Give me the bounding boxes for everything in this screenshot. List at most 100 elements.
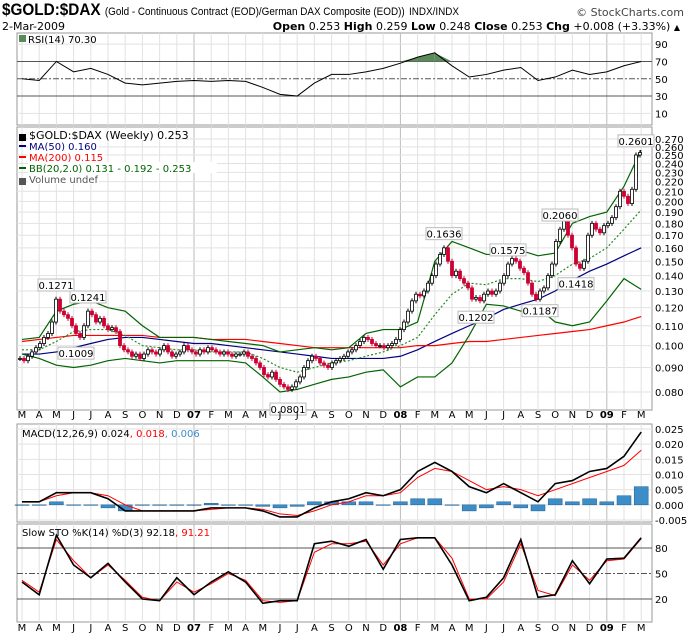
stochastic-k-line	[21, 533, 642, 605]
candle	[450, 260, 454, 277]
annotation-box	[457, 310, 495, 324]
series-bb-upper-line	[21, 149, 642, 353]
x-tick-label: S	[122, 623, 128, 634]
y-tick-label: 0.210	[655, 187, 684, 198]
candle	[598, 228, 602, 234]
candle	[314, 355, 318, 359]
macd-histogram-bar	[547, 498, 563, 506]
y-tick-label: 0.170	[655, 231, 684, 242]
y-tick-label: 0.230	[655, 168, 684, 179]
y-tick-label: 0.270	[655, 135, 684, 146]
candle	[290, 386, 294, 390]
candle	[454, 270, 458, 277]
candle	[282, 383, 286, 388]
macd-histogram-bar	[513, 504, 529, 509]
x-tick-label: N	[569, 623, 576, 634]
annotation-box	[521, 304, 559, 318]
x-tick-label: J	[501, 623, 505, 634]
x-tick-label: J	[501, 410, 505, 421]
x-tick-label: M	[52, 623, 61, 634]
annotation-label: 0.1241	[71, 293, 106, 304]
candle	[146, 349, 150, 355]
candle	[202, 349, 206, 353]
x-tick-label: O	[138, 623, 146, 634]
candle	[54, 298, 58, 323]
y-tick-label: 0.025	[655, 425, 684, 436]
macd-legend-signal: , 0.018	[130, 429, 165, 440]
candle	[558, 228, 562, 242]
x-tick-label: N	[362, 623, 369, 634]
macd-histogram-bar	[565, 501, 580, 506]
annotation-box	[557, 277, 595, 291]
annotation-label: 0.2060	[543, 211, 578, 222]
macd-histogram-bar	[289, 504, 305, 507]
x-tick-label: D	[173, 623, 181, 634]
macd-histogram-bar	[100, 504, 116, 509]
macd-histogram-bar	[152, 504, 167, 506]
candle	[506, 263, 510, 277]
macd-signal-line	[22, 449, 642, 516]
price-legend-icon	[19, 145, 26, 147]
macd-legend-main: MACD(12,26,9) 0.024	[22, 429, 130, 440]
y-tick-label: 10	[655, 109, 668, 120]
x-tick-label: M	[430, 410, 439, 421]
y-tick-label: 0.090	[655, 364, 684, 375]
price-legend-item: Volume undef	[29, 175, 99, 186]
candle	[530, 282, 534, 295]
candle	[582, 260, 586, 269]
y-tick-label: 0.005	[655, 486, 684, 497]
y-tick-label: 0.190	[655, 208, 684, 219]
x-tick-label: N	[156, 410, 163, 421]
x-tick-label: A	[517, 410, 524, 421]
candle	[374, 343, 378, 346]
price-annotation: 0.1271	[37, 278, 75, 292]
candle	[178, 351, 182, 355]
chart-date: 2-Mar-2009	[2, 20, 65, 33]
candle	[462, 278, 466, 284]
candle	[114, 327, 118, 332]
candle	[42, 337, 46, 344]
candle	[438, 254, 442, 265]
candle	[274, 371, 278, 380]
x-tick-label: F	[208, 410, 214, 421]
stochastic-legend-d: , 91.21	[175, 528, 210, 539]
candle	[154, 351, 158, 355]
candle	[226, 351, 230, 355]
candle	[410, 300, 414, 312]
x-tick-label: A	[105, 623, 112, 634]
y-tick-label: 0.250	[655, 151, 684, 162]
x-tick-label: S	[535, 410, 541, 421]
symbol-description: (Gold - Continuous Contract (EOD)/German…	[104, 6, 405, 18]
candle	[50, 321, 54, 334]
macd-legend: MACD(12,26,9) 0.024, 0.018, 0.006	[22, 429, 200, 440]
candle	[406, 310, 410, 323]
candle	[526, 272, 530, 284]
stochastic-d-line	[21, 537, 642, 603]
x-tick-label: O	[138, 410, 146, 421]
candle	[390, 343, 394, 346]
macd-histogram-bar	[169, 504, 185, 506]
price-annotation: 0.1202	[457, 310, 495, 324]
macd-histogram-bar	[186, 504, 202, 506]
x-tick-label: O	[345, 410, 353, 421]
x-tick-label: S	[535, 623, 541, 634]
candle	[494, 290, 498, 295]
annotation-label: 0.0801	[271, 405, 306, 416]
macd-histogram-bar	[410, 498, 425, 506]
candle	[118, 331, 122, 346]
candle	[622, 190, 626, 197]
y-tick-label: 0.080	[655, 388, 684, 399]
candle	[434, 263, 438, 277]
candle	[518, 260, 522, 269]
candle	[458, 270, 462, 279]
candle	[350, 349, 354, 353]
annotation-box	[37, 278, 75, 292]
x-tick-label: M	[465, 623, 474, 634]
candle	[630, 188, 634, 204]
candle	[538, 290, 542, 300]
candle	[398, 329, 402, 340]
y-tick-label: 0.130	[655, 287, 684, 298]
x-tick-label: J	[278, 623, 282, 634]
candle	[446, 247, 450, 262]
